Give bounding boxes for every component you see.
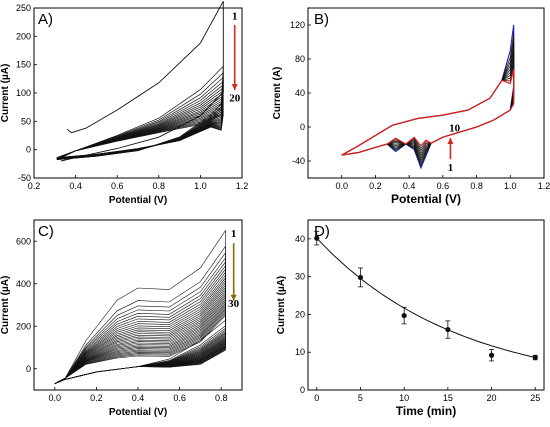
data-point [488, 352, 495, 358]
y-tick-label: 20 [295, 309, 305, 319]
x-tick-label: 0.4 [69, 181, 82, 191]
x-tick-label: 1.0 [194, 181, 207, 191]
y-tick-label: 400 [16, 279, 31, 289]
y-tick-label: 50 [21, 116, 31, 126]
panel-label: B) [314, 11, 329, 28]
y-tick-label: 100 [16, 88, 31, 98]
fit-line [316, 237, 536, 358]
y-tick-label: 0 [300, 385, 305, 395]
plot-frame [33, 7, 243, 179]
cv-cycle [54, 284, 226, 384]
y-tick-label: 30 [295, 272, 305, 282]
cycle-end-label: 20 [229, 93, 241, 105]
y-tick-label: 40 [295, 88, 305, 98]
x-tick-label: 20 [487, 393, 497, 403]
panel-label: A) [38, 11, 53, 28]
cv-cycle [56, 113, 224, 158]
y-tick-label: 10 [295, 347, 305, 357]
x-axis-title: Potential (V) [109, 195, 167, 206]
cycle-end-label: 10 [449, 122, 461, 134]
cycle-end-label: 30 [228, 298, 240, 310]
y-tick-label: 40 [295, 234, 305, 244]
x-tick-label: 0.4 [403, 181, 416, 191]
x-tick-label: 0 [314, 393, 319, 403]
y-tick-label: 0 [300, 122, 305, 132]
x-tick-label: 0.4 [132, 393, 145, 403]
cv-cycle [56, 76, 224, 160]
y-tick-label: 250 [16, 3, 31, 13]
cycle-start-label: 1 [231, 228, 237, 240]
cv-cycle [54, 314, 226, 384]
panel-c: 0.0 0.2 0.4 0.6 0.8 0 200 400 600 Potential (V) Cu… [0, 219, 243, 418]
x-tick-label: 0.8 [215, 393, 228, 403]
cycle-arrow-head [447, 138, 454, 145]
panel-label: C) [38, 223, 54, 240]
y-axis-title: Current (µA) [276, 276, 287, 335]
y-tick-label: 80 [295, 54, 305, 64]
x-tick-label: 0.8 [153, 181, 166, 191]
x-tick-label: 1.2 [538, 181, 550, 191]
data-point [401, 312, 407, 319]
y-axis-title: Current (µA) [0, 276, 11, 335]
x-axis-title: Potential (V) [109, 407, 167, 418]
x-tick-label: 0.0 [49, 393, 62, 403]
plot-frame [307, 219, 545, 391]
x-axis-title: Potential (V) [391, 192, 461, 206]
y-tick-label: 120 [290, 20, 305, 30]
cv-cycle [60, 0, 224, 162]
y-tick-label: 200 [16, 31, 31, 41]
y-tick-label: 0 [26, 145, 31, 155]
cv-cycle [341, 69, 515, 156]
x-tick-label: 0.6 [173, 393, 186, 403]
y-tick-label: 200 [16, 321, 31, 331]
x-tick-label: 15 [443, 393, 453, 403]
y-tick-label: 600 [16, 236, 31, 246]
x-tick-label: 0.8 [470, 181, 483, 191]
panel-label: D) [314, 223, 330, 240]
data-point [357, 274, 364, 281]
data-point [445, 326, 451, 333]
cycle-start-label: 1 [448, 162, 454, 174]
x-tick-label: 5 [358, 393, 363, 403]
data-point [314, 235, 320, 241]
x-tick-label: 1.0 [504, 181, 517, 191]
panel-a: 0.2 0.4 0.6 0.8 1.0 1.2 -50 0 50 100 150 200 250 Pote… [0, 0, 249, 206]
x-tick-label: 0.0 [335, 181, 348, 191]
y-axis-title: Current (µA) [0, 64, 11, 123]
x-tick-label: 0.6 [437, 181, 450, 191]
panel-d: 0 5 10 15 20 25 0 10 20 30 40 Time (min) Current (µA… [276, 219, 545, 418]
panel-b: 0.0 0.2 0.4 0.6 0.8 1.0 1.2 -40 0 40 80 120 Potentia… [272, 7, 550, 206]
x-tick-label: 0.2 [90, 393, 103, 403]
cycle-arrow-head [231, 84, 238, 91]
x-tick-label: 0.6 [111, 181, 124, 191]
x-tick-label: 25 [530, 393, 540, 403]
x-tick-label: 0.2 [28, 181, 41, 191]
x-tick-label: 10 [399, 393, 409, 403]
y-tick-label: 0 [26, 364, 31, 374]
cycle-arrow-head [230, 294, 237, 301]
cv-cycle [54, 290, 226, 384]
y-axis-title: Current (A) [272, 67, 283, 120]
y-tick-label: -40 [292, 156, 305, 166]
cycle-start-label: 1 [232, 10, 238, 22]
cv-cycle [54, 308, 226, 384]
y-tick-label: 150 [16, 60, 31, 70]
x-tick-label: 1.2 [236, 181, 249, 191]
y-tick-label: -50 [18, 173, 31, 183]
data-point [532, 354, 538, 361]
x-axis-title: Time (min) [396, 404, 456, 418]
x-tick-label: 0.2 [369, 181, 382, 191]
